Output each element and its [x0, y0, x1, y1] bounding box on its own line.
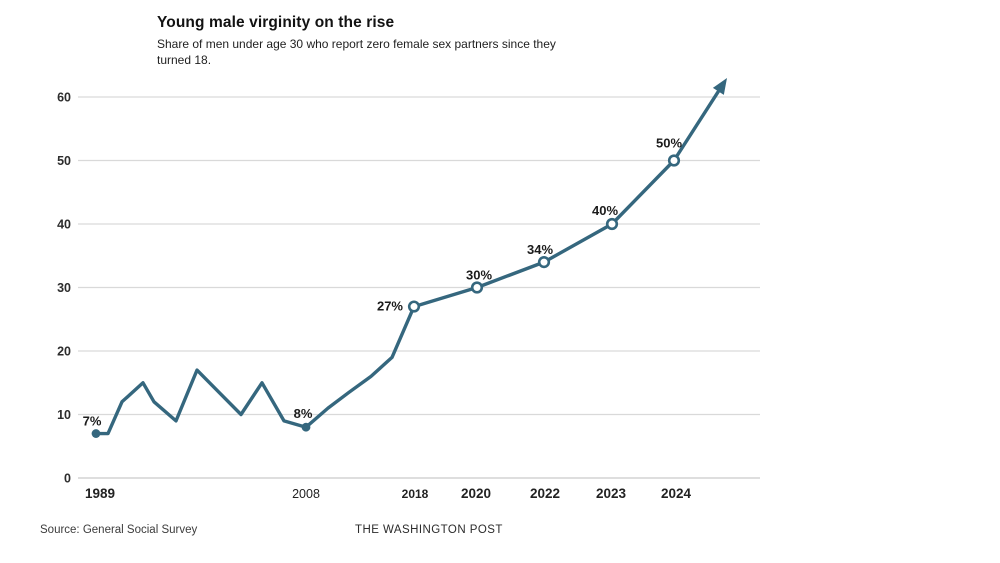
y-tick-label: 60	[57, 91, 71, 105]
data-point-label: 27%	[377, 299, 403, 314]
x-tick-label: 2024	[661, 486, 692, 501]
x-tick-label: 2018	[402, 487, 429, 501]
x-tick-label: 2023	[596, 486, 627, 501]
y-tick-label: 40	[57, 218, 71, 232]
source-text: Source: General Social Survey	[40, 524, 198, 536]
data-point-label: 7%	[83, 414, 102, 429]
data-point-marker	[605, 217, 619, 231]
series-line	[94, 158, 676, 436]
y-tick-label: 50	[57, 154, 71, 168]
data-point-marker	[667, 154, 681, 167]
x-tick-label: 2020	[461, 486, 491, 501]
y-tick-label: 0	[64, 472, 71, 486]
y-tick-label: 30	[57, 281, 71, 295]
data-point-marker	[91, 429, 101, 438]
data-point-label: 40%	[592, 203, 618, 218]
y-tick-label: 10	[57, 408, 71, 422]
publisher-attribution: THE WASHINGTON POST	[355, 524, 503, 536]
data-point-marker	[470, 281, 484, 294]
data-point-marker	[407, 300, 421, 313]
x-tick-label: 2008	[292, 487, 320, 501]
data-point-marker	[537, 256, 551, 269]
data-point-marker	[301, 422, 311, 432]
data-point-label: 30%	[466, 268, 492, 283]
data-point-label: 8%	[294, 406, 313, 421]
y-tick-label: 20	[57, 345, 71, 359]
trend-arrow-head	[712, 77, 727, 95]
x-tick-label: 2022	[530, 486, 560, 501]
data-point-label: 34%	[527, 242, 553, 257]
chart-subtitle: Share of men under age 30 who report zer…	[157, 37, 556, 67]
x-tick-label: 1989	[85, 486, 115, 501]
data-point-label: 50%	[656, 136, 682, 151]
chart-title: Young male virginity on the rise	[157, 14, 395, 31]
trend-arrow-shaft	[672, 83, 724, 163]
